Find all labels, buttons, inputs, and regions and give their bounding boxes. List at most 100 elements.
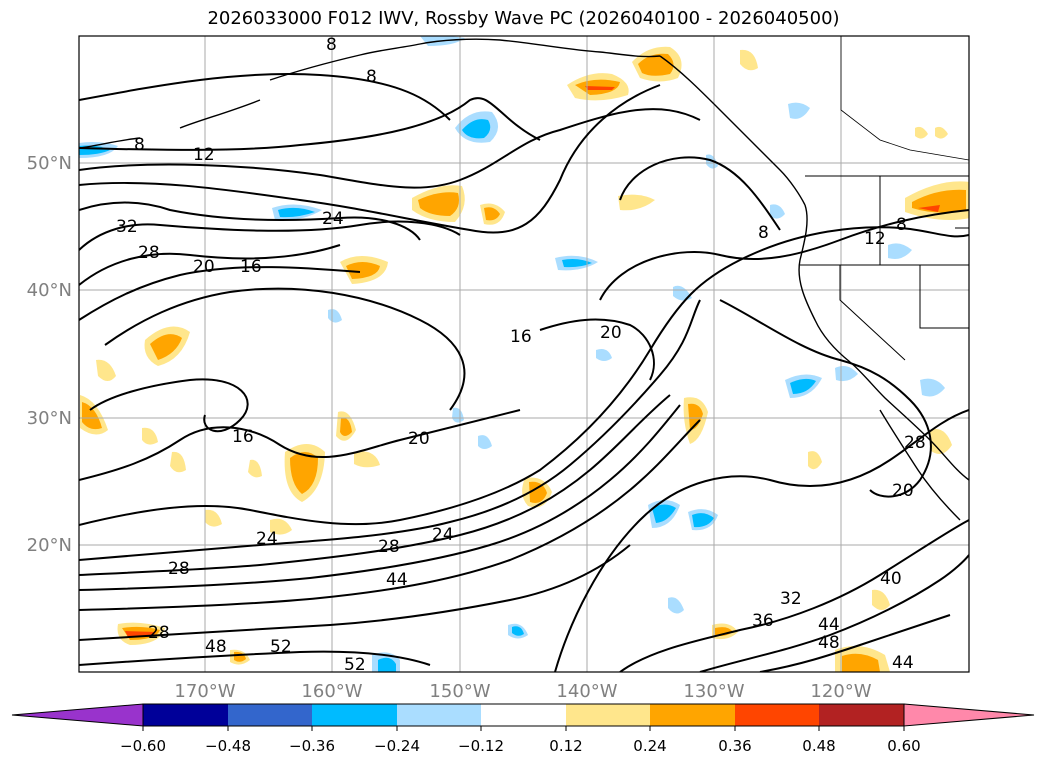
negative-anomaly <box>692 513 714 528</box>
negative-anomaly <box>790 378 816 394</box>
colorbar-extend-low <box>11 703 144 727</box>
colorbar-tick-label: 0.12 <box>549 737 582 755</box>
contour-label: 20 <box>408 429 430 449</box>
colorbar-bin <box>397 704 481 726</box>
colorbar-bin <box>566 704 650 726</box>
contour-line <box>79 404 681 591</box>
positive-anomaly <box>346 262 380 279</box>
colorbar-bin <box>650 704 735 726</box>
colorbar-bin <box>312 704 397 726</box>
negative-anomaly <box>562 259 592 268</box>
coastlines <box>79 38 969 521</box>
contour-label: 28 <box>904 433 926 453</box>
contour-line <box>79 266 361 321</box>
latitude-labels: 50°N 40°N 30°N 20°N <box>27 153 72 556</box>
contour-label: 48 <box>205 637 227 657</box>
contour-line <box>79 419 701 611</box>
contour-line <box>699 554 969 672</box>
colorbar-tick-label: 0.36 <box>718 737 751 755</box>
contour-line <box>759 614 951 672</box>
contour-label: 28 <box>138 243 160 263</box>
contour-label: 16 <box>240 257 262 277</box>
contour-line <box>619 156 781 231</box>
contour-line <box>719 299 932 498</box>
negative-anomaly <box>668 597 684 614</box>
positive-anomaly <box>808 451 822 470</box>
colorbar: −0.60 −0.48 −0.36 −0.24 −0.12 0.12 0.24 … <box>11 703 1035 755</box>
colorbar-tick-label: −0.36 <box>289 737 335 755</box>
negative-anomaly <box>596 349 612 361</box>
contour-line <box>79 544 631 641</box>
colorbar-bin <box>228 704 312 726</box>
colorbar-tick-label: −0.60 <box>120 737 166 755</box>
positive-anomaly <box>354 451 380 468</box>
positive-anomaly <box>340 417 352 436</box>
lon-label-130w: 130°W <box>683 681 744 702</box>
contour-label: 12 <box>864 229 886 249</box>
colorbar-tick-label: −0.12 <box>458 737 504 755</box>
contour-label: 48 <box>818 633 840 653</box>
positive-anomaly <box>248 459 262 478</box>
lon-label-140w: 140°W <box>556 681 617 702</box>
colorbar-bin <box>819 704 904 726</box>
canada-alaska-border <box>840 36 969 161</box>
colorbar-tick-label: 0.24 <box>633 737 666 755</box>
positive-anomaly <box>142 427 158 445</box>
negative-anomaly <box>770 204 785 219</box>
contour-label: 12 <box>193 145 215 165</box>
contour-line <box>539 318 655 381</box>
state-border <box>839 265 906 361</box>
lon-label-160w: 160°W <box>301 681 362 702</box>
positive-anomaly <box>96 359 116 381</box>
contour-line <box>79 650 431 666</box>
contour-label: 28 <box>378 537 400 557</box>
california-coast <box>849 361 969 481</box>
negative-anomaly <box>920 378 945 397</box>
positive-anomaly <box>915 126 928 139</box>
lat-label-50n: 50°N <box>27 153 72 174</box>
colorbar-tick-label: 0.60 <box>887 737 920 755</box>
contour-label: 32 <box>780 589 802 609</box>
lon-label-120w: 120°W <box>810 681 871 702</box>
contour-line <box>79 226 969 526</box>
colorbar-tick-label: −0.24 <box>374 737 420 755</box>
contour-label: 20 <box>600 323 622 343</box>
contour-label: 8 <box>366 67 377 87</box>
positive-anomaly <box>418 192 459 216</box>
lat-label-20n: 20°N <box>27 535 72 556</box>
negative-anomaly <box>888 243 912 259</box>
negative-anomaly <box>788 102 810 119</box>
contour-label: 16 <box>510 327 532 347</box>
lat-label-40n: 40°N <box>27 280 72 301</box>
positive-anomaly <box>618 194 655 211</box>
contour-line <box>599 209 969 301</box>
contour-label: 44 <box>818 615 840 635</box>
contour-label: 24 <box>322 209 344 229</box>
colorbar-frame <box>142 703 905 727</box>
positive-anomaly <box>930 429 952 454</box>
positive-anomaly <box>740 49 758 71</box>
contour-label: 24 <box>432 525 454 545</box>
colorbar-bin <box>143 704 228 726</box>
colorbar-tick-label: −0.48 <box>205 737 251 755</box>
contour-label: 16 <box>232 427 254 447</box>
positive-anomaly <box>912 189 966 213</box>
positive-anomaly <box>842 653 880 672</box>
contour-label: 8 <box>326 35 337 55</box>
alaska-panhandle <box>659 55 806 206</box>
contour-label: 44 <box>892 653 914 673</box>
positive-anomaly <box>205 509 222 527</box>
positive-anomaly <box>484 207 500 221</box>
map-panel: 12 8 8 8 32 28 24 20 16 8 12 8 16 20 16 … <box>79 35 969 673</box>
colorbar-bin <box>735 704 819 726</box>
contour-label: 40 <box>880 569 902 589</box>
contour-line <box>79 299 701 561</box>
contour-line <box>79 409 521 481</box>
positive-anomaly <box>872 589 890 610</box>
colorbar-tick-label: 0.48 <box>802 737 835 755</box>
positive-anomaly <box>529 481 547 503</box>
baja-coast <box>879 409 961 521</box>
positive-anomaly <box>585 86 615 90</box>
positive-anomaly <box>82 402 102 430</box>
